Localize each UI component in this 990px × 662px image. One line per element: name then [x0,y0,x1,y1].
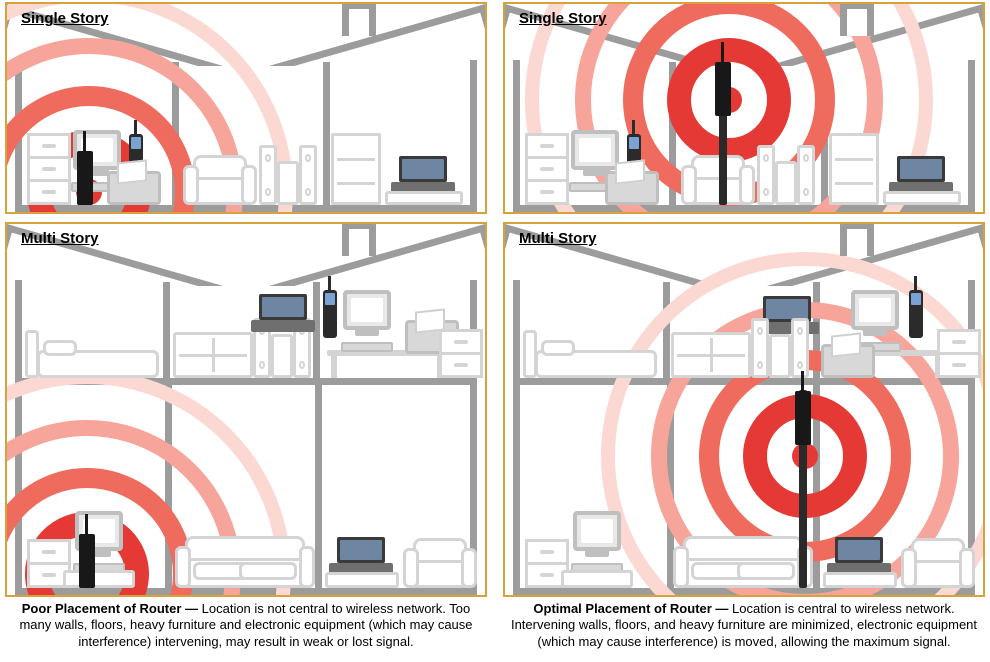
dresser [671,332,751,378]
wifi-router [77,151,93,205]
panel-poor-multi: Multi Story [5,222,487,597]
cordless-phone [323,290,337,338]
stereo-speakers [259,145,317,205]
filing-cabinet [937,332,981,378]
pc-desk [63,570,135,588]
stereo-speakers [757,145,815,205]
side-table [325,572,399,588]
laptop [329,537,393,575]
filing-cabinet [439,332,483,378]
armchair [403,538,477,588]
cordless-phone [909,290,923,338]
filing-cabinet [525,136,569,205]
wifi-router [715,62,731,116]
desktop-pc [69,511,129,573]
panel-optimal-single: Single Story [503,2,985,214]
caption-poor: Poor Placement of Router — Location is n… [5,601,487,659]
printer [605,171,659,205]
sofa [673,536,813,588]
panel-heading: Multi Story [519,230,597,247]
caption-optimal: Optimal Placement of Router — Location i… [503,601,985,659]
panel-heading: Single Story [21,10,109,27]
side-table [385,191,463,205]
armchair [183,155,257,205]
laptop [827,537,891,575]
armchair [901,538,975,588]
router-placement-infographic: Single Story Single Story Multi Story Multi… [0,0,990,662]
armchair [681,155,755,205]
laptop [889,156,953,194]
stereo-speakers [751,318,809,378]
panel-heading: Multi Story [21,230,99,247]
bed [523,330,657,378]
filing-cabinet [27,136,71,205]
panel-optimal-multi: Multi Story [503,222,985,597]
printer [821,344,875,378]
laptop [391,156,455,194]
router-stand [719,109,727,205]
bookshelf [331,133,381,205]
bookshelf [829,133,879,205]
sofa [175,536,315,588]
laptop [251,294,315,332]
wifi-router [795,391,811,445]
caption-lead: Optimal Placement of Router — [533,601,732,616]
printer [107,171,161,205]
panel-poor-single: Single Story [5,2,487,214]
caption-lead: Poor Placement of Router — [22,601,202,616]
dresser [173,332,253,378]
wifi-router [79,534,95,588]
desktop-pc [337,290,397,352]
side-table [883,191,961,205]
pc-desk [561,570,633,588]
panel-heading: Single Story [519,10,607,27]
desktop-pc [567,511,627,573]
bed [25,330,159,378]
side-table [823,572,897,588]
